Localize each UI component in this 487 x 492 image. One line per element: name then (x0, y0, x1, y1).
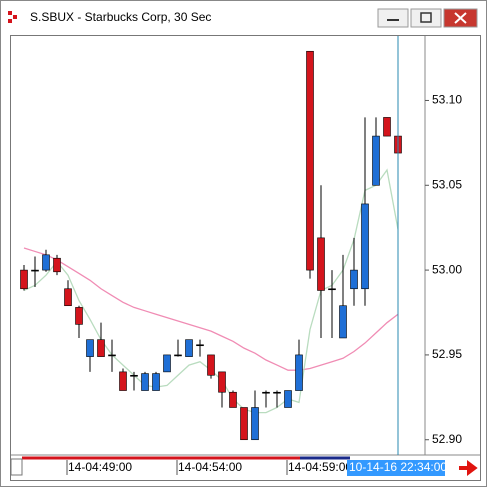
candle-body (339, 305, 347, 339)
candle-body (196, 344, 204, 347)
candle-body (75, 307, 83, 325)
candle-body (251, 407, 259, 441)
candle-body (53, 257, 61, 273)
candle-body (284, 390, 292, 408)
candle-body (207, 354, 215, 376)
scroll-box[interactable] (10, 458, 23, 476)
candle-body (31, 269, 39, 272)
candle-body (218, 371, 226, 393)
scroll-right-arrow[interactable] (459, 460, 478, 476)
candle-body (295, 354, 303, 391)
candle-body (86, 339, 94, 357)
candle-body (350, 269, 358, 290)
minimize-button[interactable] (377, 8, 409, 28)
moving-average-line (23, 247, 399, 371)
candle-body (64, 288, 72, 307)
candle-body (317, 237, 325, 291)
candle-body (163, 354, 171, 373)
y-tick-label: 53.00 (432, 262, 462, 276)
y-tick-label: 53.10 (432, 93, 462, 107)
cursor-label-bg (347, 460, 445, 476)
x-tick-label: 14-04:54:00 (178, 460, 242, 474)
candle-body (383, 117, 391, 137)
candle-body (262, 391, 270, 394)
candle-body (306, 50, 314, 271)
candle-body (42, 254, 50, 271)
candle-body (108, 354, 116, 357)
window-title: S.SBUX - Starbucks Corp, 30 Sec (30, 10, 211, 24)
candle-body (372, 135, 380, 186)
candle-body (174, 354, 182, 357)
candle-body (328, 288, 336, 291)
y-tick-label: 52.95 (432, 347, 462, 361)
candle-body (273, 391, 281, 394)
plot: 52.90 52.95 53.00 53.05 53.10 14-04:49:00 14-0… (20, 36, 462, 476)
candle-body (185, 339, 193, 357)
chart-panel (10, 35, 481, 481)
close-button[interactable] (443, 8, 478, 28)
candle-body (97, 339, 105, 357)
candle-body (141, 373, 149, 391)
candle-body (229, 391, 237, 408)
cursor-label: 10-14-16 22:34:00 (349, 460, 447, 474)
x-tick-label: 14-04:49:00 (68, 460, 132, 474)
x-tick-label: 14-04:59:00 (288, 460, 352, 474)
candle-body (361, 203, 369, 290)
candle-body (152, 373, 160, 391)
candle-body (130, 374, 138, 377)
candle-body (119, 371, 127, 391)
candle-body (240, 407, 248, 441)
app-icon (8, 11, 17, 23)
maximize-button[interactable] (410, 8, 442, 28)
candle-body (20, 269, 28, 290)
y-tick-label: 53.05 (432, 177, 462, 191)
y-tick-label: 52.90 (432, 432, 462, 446)
